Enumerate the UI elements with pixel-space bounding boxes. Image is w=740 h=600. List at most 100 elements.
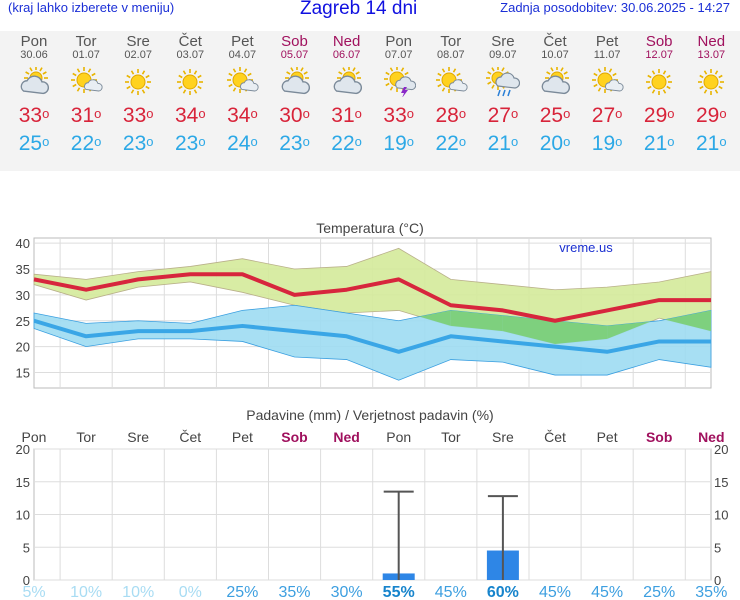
max-temperature-value: 29 (696, 104, 720, 127)
precipitation-probability: 25% (643, 584, 675, 600)
sun-small-cloud-icon (71, 67, 103, 93)
degree-mark: o (302, 106, 310, 121)
day-column: Sob 05.07 30o 23o (269, 34, 321, 155)
degree-mark: o (146, 106, 154, 121)
max-temperature-value: 31 (331, 104, 355, 127)
day-date: 01.07 (72, 49, 100, 61)
partly-cloudy-icon (333, 67, 362, 95)
min-temperature: 23o (112, 133, 164, 155)
forecast-strip-background (0, 31, 740, 171)
temperature-y-tick: 20 (16, 340, 30, 355)
temperature-y-tick: 30 (16, 288, 30, 303)
precipitation-probability: 60% (487, 584, 519, 600)
max-temperature: 33o (373, 105, 425, 127)
day-column: Tor 08.07 28o 22o (425, 34, 477, 155)
degree-mark: o (198, 106, 206, 121)
temperature-y-tick: 35 (16, 262, 30, 277)
min-temperature-value: 19 (383, 132, 407, 155)
precipitation-day-label: Pon (386, 429, 411, 445)
precipitation-probability: 25% (226, 584, 258, 600)
day-date: 10.07 (541, 49, 569, 61)
day-date: 06.07 (332, 49, 361, 61)
degree-mark: o (406, 106, 414, 121)
degree-mark: o (42, 134, 50, 149)
day-name: Ned (332, 33, 361, 50)
temperature-range-overlap (450, 310, 503, 332)
degree-mark: o (354, 134, 362, 149)
day-column: Ned 06.07 31o 22o (321, 34, 373, 155)
min-temperature-value: 21 (487, 132, 511, 155)
location-hint-link[interactable]: (kraj lahko izberete v meniju) (8, 0, 175, 15)
max-temperature: 34o (216, 105, 268, 127)
degree-mark: o (354, 106, 362, 121)
max-temperature-value: 27 (591, 104, 616, 127)
min-temperature-value: 21 (696, 132, 720, 155)
max-temperature-value: 27 (487, 104, 511, 127)
max-temperature: 30o (269, 105, 321, 127)
day-name: Sre (491, 33, 515, 50)
precipitation-probability: 10% (122, 584, 154, 600)
day-name: Pon (385, 33, 413, 50)
degree-mark: o (250, 134, 258, 149)
temperature-chart-title: Temperatura (°C) (316, 220, 424, 236)
day-name: Tor (75, 33, 97, 50)
min-temperature-value: 19 (591, 132, 616, 155)
max-temperature: 34o (164, 105, 216, 127)
temperature-y-tick: 15 (16, 365, 30, 380)
precipitation-day-label: Sob (646, 429, 672, 445)
partly-cloudy-icon (541, 67, 571, 95)
precipitation-probability: 55% (383, 584, 415, 600)
precipitation-day-label: Sob (281, 429, 307, 445)
degree-mark: o (563, 106, 571, 121)
temperature-y-tick: 40 (16, 236, 30, 251)
degree-mark: o (615, 134, 623, 149)
day-name: Ned (697, 33, 726, 50)
max-temperature-value: 33 (383, 104, 407, 127)
partly-cloudy-icon (281, 67, 310, 95)
degree-mark: o (458, 106, 467, 121)
min-temperature: 24o (216, 133, 268, 155)
day-date: 07.07 (384, 49, 413, 61)
min-temperature-value: 23 (279, 132, 303, 155)
precipitation-y-tick-left: 0 (23, 573, 30, 588)
page-title: Zagreb 14 dni (300, 0, 418, 19)
min-temperature: 19o (581, 133, 633, 155)
partly-cloudy-icon (20, 67, 50, 95)
degree-mark: o (42, 106, 50, 121)
day-column: Ned 13.07 29o 21o (685, 34, 737, 155)
min-temperature: 21o (633, 133, 685, 155)
max-temperature: 25o (529, 105, 581, 127)
day-column: Sre 02.07 33o 23o (112, 34, 164, 155)
sun-small-cloud-icon (435, 67, 468, 93)
max-temperature: 27o (581, 105, 633, 127)
day-column: Čet 03.07 34o 23o (164, 34, 216, 155)
thunderstorm-icon (383, 67, 416, 97)
sun-icon (698, 69, 725, 95)
precipitation-probability: 35% (695, 584, 727, 600)
day-date: 09.07 (489, 49, 517, 61)
day-date: 05.07 (280, 49, 309, 61)
degree-mark: o (510, 134, 519, 149)
max-temperature-value: 30 (279, 104, 303, 127)
precipitation-probability: 45% (435, 584, 467, 600)
precipitation-probability: 0% (179, 584, 202, 600)
max-temperature: 28o (425, 105, 477, 127)
precipitation-y-tick-right: 0 (714, 573, 721, 588)
temperature-range-overlap (502, 315, 555, 345)
max-temperature-value: 34 (227, 104, 251, 127)
precipitation-y-tick-left: 5 (23, 540, 30, 555)
min-temperature-value: 22 (435, 132, 459, 155)
max-temperature: 29o (633, 105, 685, 127)
watermark-vreme-us: vreme.us (559, 240, 613, 255)
day-name: Pon (20, 33, 48, 50)
min-temperature: 23o (164, 133, 216, 155)
degree-mark: o (667, 106, 675, 121)
precipitation-y-tick-right: 10 (714, 508, 728, 523)
day-column: Pon 07.07 33o 19 o (373, 34, 425, 155)
day-column: Sob 12.07 29o 21o (633, 34, 685, 155)
day-column: Pet 04.07 34o 24o (216, 34, 268, 155)
day-name: Čet (178, 33, 202, 50)
min-temperature: 20o (529, 133, 581, 155)
min-temperature-value: 25 (18, 132, 43, 155)
